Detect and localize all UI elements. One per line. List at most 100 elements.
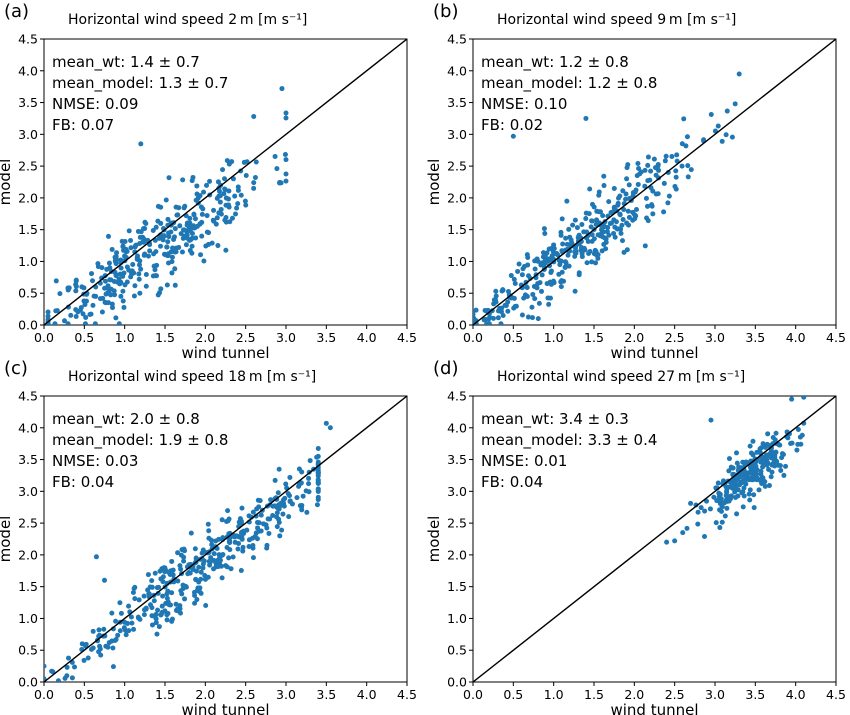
data-point [199, 211, 205, 217]
data-point [150, 227, 156, 233]
data-point [529, 304, 535, 310]
data-point [602, 224, 608, 230]
data-point [109, 610, 115, 616]
data-point [253, 159, 259, 165]
data-point [214, 215, 220, 221]
data-point [473, 316, 476, 322]
data-point [187, 215, 193, 221]
data-point [104, 266, 110, 272]
scatter-panel-2: 0.0 0.5 1.0 1.5 2.0 2.5 3.0 3.5 4.0 4.5 0.0 0.5 1.0 1… [425, 1, 846, 362]
data-point [120, 243, 126, 249]
data-point [190, 566, 196, 572]
data-point [238, 192, 244, 198]
stats-line: FB: 0.07 [52, 116, 114, 134]
data-point [574, 225, 580, 231]
data-point [733, 450, 739, 456]
panel-label: (b) [433, 1, 458, 22]
data-point [586, 211, 592, 217]
data-point [626, 214, 632, 220]
y-axis-label: model [0, 516, 14, 563]
data-point [695, 521, 701, 527]
data-point [525, 314, 531, 320]
data-point [222, 176, 228, 182]
data-point [215, 243, 221, 249]
data-point [155, 218, 161, 224]
data-point [184, 222, 190, 228]
data-point [516, 261, 522, 267]
data-point [235, 546, 241, 552]
data-point [176, 205, 182, 211]
data-point [204, 213, 210, 219]
chart-title: Horizontal wind speed 2 m [m s⁻¹] [68, 12, 307, 28]
x-tick-label: 0.5 [503, 687, 523, 702]
data-point [714, 498, 720, 504]
x-tick-label: 3.5 [316, 687, 336, 702]
data-point [473, 307, 479, 313]
data-point [541, 226, 547, 232]
data-point [201, 258, 207, 264]
data-point [254, 506, 260, 512]
data-point [251, 114, 257, 120]
data-point [624, 176, 630, 182]
data-point [136, 271, 142, 277]
data-point [191, 589, 197, 595]
y-tick-label: 0.0 [18, 675, 38, 690]
points-layer [664, 396, 807, 545]
data-point [766, 467, 772, 473]
data-point [777, 442, 783, 448]
data-point [719, 501, 725, 507]
data-point [65, 287, 71, 293]
data-point [587, 248, 593, 254]
data-point [147, 248, 153, 254]
data-point [83, 314, 89, 320]
data-point [155, 292, 161, 298]
data-point [549, 253, 555, 259]
data-point [149, 584, 155, 590]
data-point [272, 477, 278, 483]
scatter-panel-3: 0.0 0.5 1.0 1.5 2.0 2.5 3.0 3.5 4.0 4.5 0.0 0.5 1.0 1… [0, 358, 417, 715]
data-point [557, 262, 563, 268]
data-point [693, 502, 699, 508]
data-point [752, 465, 758, 471]
data-point [102, 577, 107, 583]
data-point [155, 590, 161, 596]
data-point [258, 512, 264, 518]
data-point [154, 631, 160, 637]
data-point [240, 544, 246, 550]
data-point [539, 288, 545, 294]
data-point [129, 620, 135, 626]
data-point [733, 494, 739, 500]
data-point [595, 232, 601, 238]
data-point [664, 539, 670, 545]
data-point [789, 440, 795, 446]
y-tick-label: 4.5 [18, 32, 38, 47]
data-point [122, 282, 128, 288]
data-point [519, 312, 525, 318]
data-point [542, 230, 548, 236]
data-point [679, 163, 685, 169]
y-tick-label: 3.5 [18, 452, 38, 467]
data-point [304, 509, 310, 515]
data-point [499, 305, 505, 311]
data-point [192, 546, 198, 552]
data-point [179, 249, 185, 255]
stats-line: FB: 0.04 [481, 473, 543, 491]
data-point [93, 554, 99, 560]
y-tick-label: 3.0 [447, 484, 467, 499]
data-point [546, 246, 552, 252]
data-point [217, 199, 223, 205]
data-point [701, 137, 707, 143]
x-tick-label: 3.5 [745, 687, 765, 702]
data-point [635, 161, 641, 167]
data-point [645, 218, 651, 224]
data-point [511, 295, 517, 301]
y-tick-label: 2.5 [447, 516, 467, 531]
data-point [152, 570, 158, 576]
data-point [493, 293, 499, 299]
data-point [681, 116, 687, 122]
data-point [315, 486, 321, 492]
data-point [158, 243, 164, 249]
x-tick-label: 0.5 [74, 330, 94, 345]
data-point [149, 578, 155, 584]
y-tick-label: 2.5 [447, 159, 467, 174]
